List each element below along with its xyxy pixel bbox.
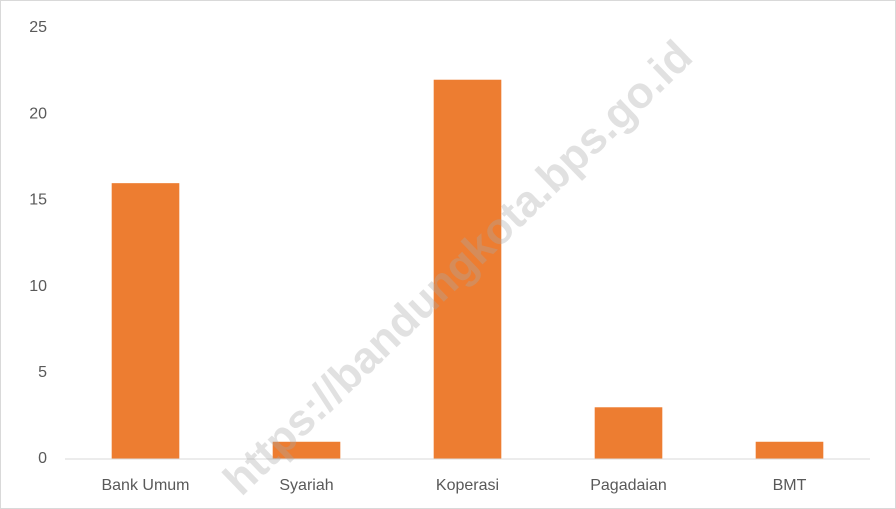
x-tick-label: Pagadaian <box>590 477 667 494</box>
x-tick-label: Koperasi <box>436 477 499 494</box>
y-tick-label: 5 <box>38 364 47 381</box>
y-tick-label: 25 <box>29 19 47 36</box>
bar <box>755 441 824 459</box>
x-tick-label: BMT <box>773 477 807 494</box>
bar <box>594 407 663 459</box>
y-tick-label: 0 <box>38 450 47 467</box>
y-tick-label: 10 <box>29 278 47 295</box>
bar <box>433 79 502 459</box>
x-tick-label: Syariah <box>279 477 333 494</box>
y-tick-label: 15 <box>29 192 47 209</box>
bar <box>111 183 180 459</box>
x-tick-label: Bank Umum <box>101 477 189 494</box>
y-tick-label: 20 <box>29 105 47 122</box>
bar <box>272 441 341 459</box>
